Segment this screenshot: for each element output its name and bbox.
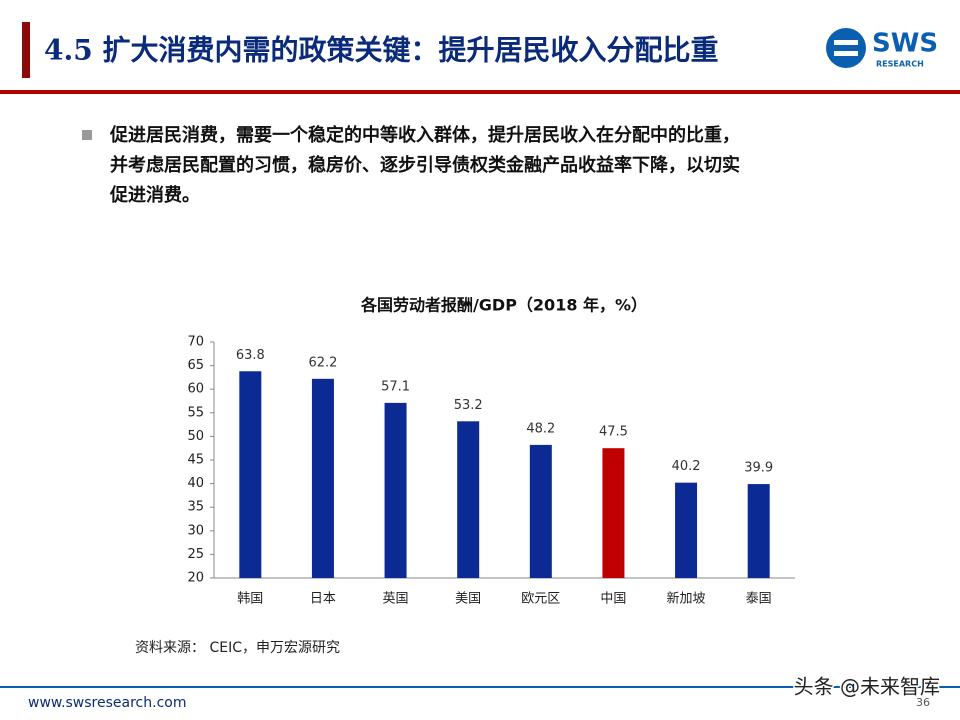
title-rule	[0, 90, 960, 94]
bar	[529, 444, 552, 578]
logo-stripe	[834, 51, 858, 56]
bullet-marker	[82, 130, 92, 140]
bar	[457, 421, 480, 578]
logo-text: SWS	[872, 29, 938, 59]
chart-title: 各国劳动者报酬/GDP（2018 年，%）	[360, 296, 647, 315]
y-tick-label: 20	[187, 571, 204, 586]
y-tick-label: 50	[187, 429, 204, 444]
x-tick-label: 中国	[600, 592, 626, 607]
chart: 20 25 30 35 40 45 50 55 60 65 70 韩国 63.8 日本 62.2 英国 57.1…	[187, 335, 795, 607]
logo-stripe	[834, 40, 858, 45]
data-label: 39.9	[744, 461, 773, 476]
data-label: 53.2	[454, 398, 483, 413]
bullet-line: 促进消费。	[109, 184, 200, 206]
data-label: 47.5	[599, 425, 628, 440]
x-tick-label: 新加坡	[667, 591, 706, 607]
page-number: 36	[916, 696, 930, 709]
x-tick-label: 日本	[310, 592, 336, 607]
slide-title: 4.5 扩大消费内需的政策关键：提升居民收入分配比重	[44, 34, 718, 67]
x-tick-label: 欧元区	[521, 592, 560, 607]
y-tick-label: 60	[187, 382, 204, 397]
data-label: 48.2	[526, 421, 555, 436]
watermark: 头条 @未来智库	[794, 675, 940, 699]
footer-url: www.swsresearch.com	[28, 695, 186, 711]
bar	[747, 484, 770, 578]
y-tick-label: 30	[187, 523, 204, 538]
y-tick-label: 45	[187, 453, 204, 468]
bar	[384, 402, 407, 578]
data-label: 62.2	[308, 355, 337, 370]
x-tick-label: 泰国	[746, 592, 772, 607]
logo: SWS RESEARCH	[826, 28, 938, 69]
bullet-line: 促进居民消费，需要一个稳定的中等收入群体，提升居民收入在分配中的比重，	[109, 124, 740, 146]
data-label: 63.8	[236, 348, 265, 363]
y-tick-label: 55	[187, 405, 204, 420]
bar	[239, 371, 262, 578]
logo-subtext: RESEARCH	[876, 60, 924, 69]
y-tick-label: 40	[187, 476, 204, 491]
source-note: 资料来源： CEIC，申万宏源研究	[135, 640, 340, 656]
footer-rule	[0, 686, 960, 688]
logo-icon	[826, 28, 866, 68]
x-tick-label: 英国	[383, 592, 409, 607]
x-tick-label: 美国	[455, 592, 481, 607]
bar	[675, 482, 698, 578]
bar	[311, 378, 334, 578]
title-accent	[22, 22, 30, 78]
y-tick-label: 25	[187, 547, 204, 562]
data-label: 57.1	[381, 379, 410, 394]
data-label: 40.2	[672, 459, 701, 474]
y-tick-label: 70	[187, 335, 204, 350]
x-tick-label: 韩国	[237, 592, 263, 607]
y-tick-label: 35	[187, 500, 204, 515]
y-tick-label: 65	[187, 358, 204, 373]
bullet-line: 并考虑居民配置的习惯，稳房价、逐步引导债权类金融产品收益率下降，以切实	[110, 154, 740, 176]
bar	[602, 448, 625, 578]
